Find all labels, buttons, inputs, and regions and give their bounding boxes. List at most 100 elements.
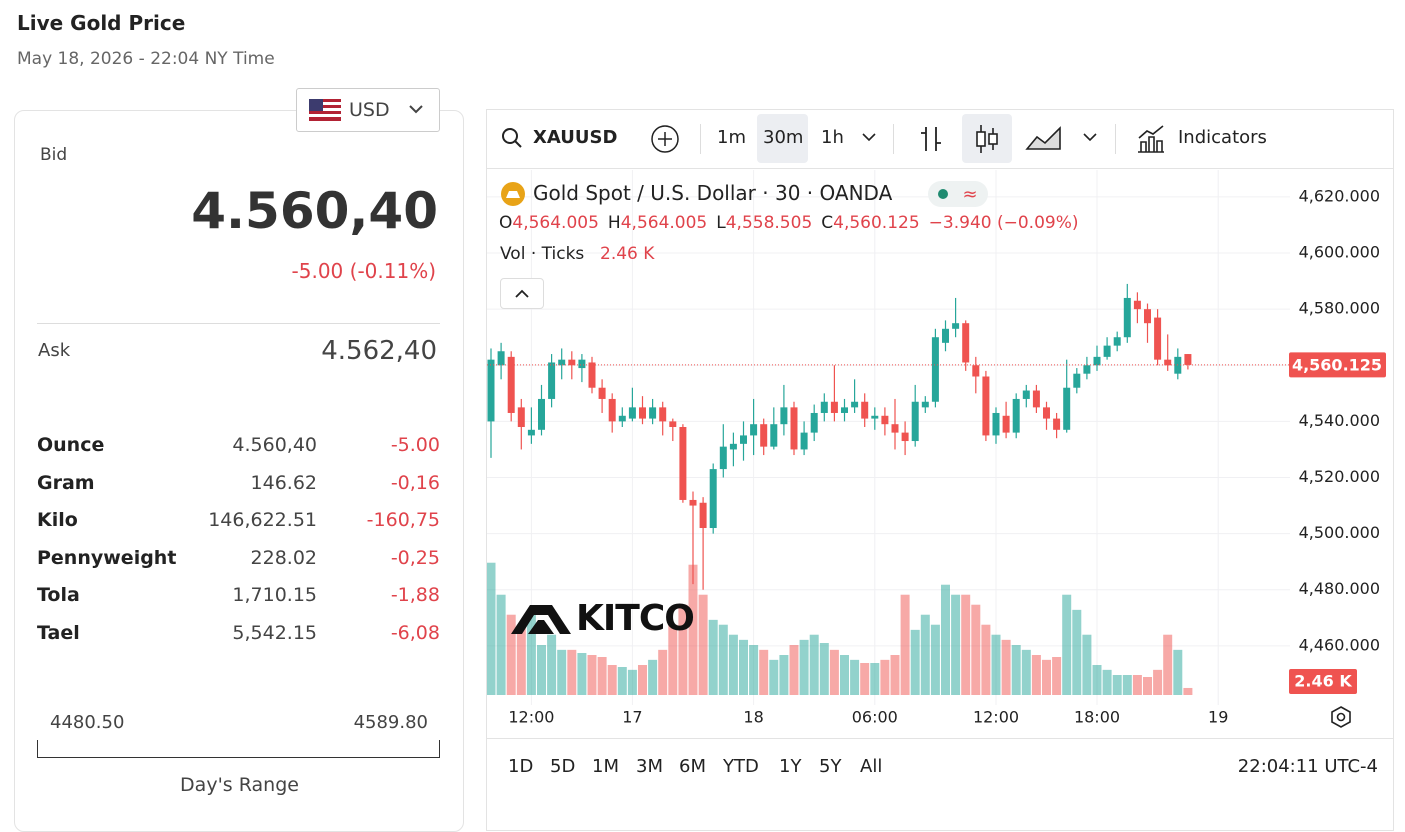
- volume-bar: [698, 594, 708, 695]
- chart-type-active-bg[interactable]: [962, 114, 1012, 163]
- candle-body: [568, 359, 576, 366]
- chart: 4,620.0004,600.0004,580.0004,560.0004,54…: [487, 170, 1386, 727]
- candle-body: [992, 412, 1000, 436]
- candle-body: [830, 401, 838, 413]
- range-button[interactable]: All: [860, 756, 883, 777]
- range-button[interactable]: YTD: [723, 756, 759, 777]
- plot: 4,620.0004,600.0004,580.0004,560.0004,54…: [487, 170, 1386, 727]
- page-title: Live Gold Price: [17, 11, 186, 35]
- bid-label: Bid: [40, 145, 68, 165]
- indicators-icon[interactable]: [1136, 124, 1166, 154]
- candle-body: [1184, 354, 1192, 365]
- status-mark: ≈: [962, 184, 977, 205]
- volume-bar: [749, 645, 759, 695]
- y-tick-label: 4,620.000: [1299, 186, 1380, 205]
- candle-body: [1164, 359, 1172, 366]
- volume-bar: [678, 604, 688, 695]
- candle-body: [649, 407, 657, 419]
- unit-name: Pennyweight: [37, 546, 177, 569]
- candle-body: [598, 387, 606, 399]
- volume-bar: [1132, 675, 1142, 695]
- candle-body: [921, 401, 929, 408]
- candle-body: [669, 421, 677, 428]
- currency-select[interactable]: USD: [296, 88, 440, 132]
- range-button[interactable]: 3M: [636, 756, 663, 777]
- chevron[interactable]: [862, 133, 876, 143]
- volume-bar: [648, 659, 658, 695]
- range-button[interactable]: 5D: [550, 756, 576, 777]
- volume-bar: [819, 643, 829, 695]
- candle-body: [931, 337, 939, 402]
- range-button[interactable]: 5Y: [819, 756, 842, 777]
- currency-label: USD: [349, 99, 390, 121]
- page: Live Gold Price May 18, 2026 - 22:04 NY …: [14, 11, 1394, 832]
- unit-price: 146.62: [250, 471, 317, 494]
- bars-icon[interactable]: [918, 125, 944, 153]
- candle-body: [1154, 317, 1162, 360]
- range-bracket: [37, 740, 440, 758]
- x-tick-label: 17: [622, 708, 642, 727]
- range-button[interactable]: 6M: [679, 756, 706, 777]
- interval-button[interactable]: 1m: [717, 127, 746, 148]
- candle-body: [507, 356, 515, 413]
- interval-button[interactable]: 30m: [763, 127, 804, 148]
- status-pill: ≈: [928, 181, 988, 207]
- candles-icon: [976, 125, 998, 153]
- candle-body: [780, 407, 788, 425]
- volume-bar: [789, 645, 799, 695]
- candle-body: [608, 398, 616, 422]
- compare-button[interactable]: [650, 124, 680, 154]
- chevron: [409, 105, 423, 114]
- candle-body: [750, 424, 758, 436]
- bid-change: -5.00 (-0.11%): [291, 259, 436, 283]
- range-button[interactable]: 1M: [592, 756, 619, 777]
- volume-bar: [850, 659, 860, 695]
- ohlc-key: H: [607, 213, 621, 233]
- interval-button[interactable]: 1h: [821, 127, 844, 148]
- range-button[interactable]: 1Y: [779, 756, 802, 777]
- volume-bar: [557, 649, 567, 695]
- search-icon[interactable]: [500, 126, 526, 152]
- candle-body: [1093, 356, 1101, 366]
- y-tick-label: 4,500.000: [1299, 523, 1380, 542]
- volume-bar: [920, 614, 930, 695]
- candle-body: [1043, 407, 1050, 419]
- area-icon[interactable]: [1025, 125, 1063, 151]
- candle-body: [952, 323, 960, 329]
- candle-body: [588, 362, 596, 388]
- collapse-button[interactable]: [500, 278, 544, 309]
- candle-body: [497, 351, 505, 366]
- ohlc-key: L: [716, 213, 726, 233]
- page-subtitle: May 18, 2026 - 22:04 NY Time: [17, 49, 275, 69]
- candle-body: [810, 412, 818, 433]
- indicators-button[interactable]: Indicators: [1178, 127, 1267, 148]
- kitco-logo: [511, 605, 571, 634]
- volume-bar: [991, 634, 1001, 695]
- range-button[interactable]: 1D: [508, 756, 534, 777]
- candle-body: [1012, 398, 1020, 433]
- watermark: KITCO: [576, 598, 695, 639]
- x-tick-label: 12:00: [973, 708, 1019, 727]
- ohlc-key: C: [821, 213, 834, 233]
- gold-icon: [501, 182, 525, 206]
- candle-body: [1103, 345, 1111, 357]
- last-price-box: [1289, 352, 1386, 378]
- y-tick-label: 4,580.000: [1299, 299, 1380, 318]
- candle-body: [558, 359, 566, 366]
- range-label: Day's Range: [180, 774, 299, 796]
- symbol[interactable]: XAUUSD: [533, 127, 618, 148]
- ohlc-value: 4,564.005: [620, 213, 708, 233]
- candle-body: [1083, 365, 1091, 374]
- chevron[interactable]: [1083, 133, 1097, 143]
- ask-label: Ask: [38, 340, 71, 361]
- unit-change: -6,08: [390, 622, 440, 644]
- volume-value-box: [1289, 668, 1357, 694]
- candle-body: [719, 446, 727, 470]
- unit-name: Tael: [37, 622, 80, 644]
- volume-bar: [587, 655, 597, 695]
- candle-body: [709, 469, 717, 529]
- volume-bar: [880, 659, 890, 695]
- candle-body: [487, 359, 495, 422]
- ohlc-value: 4,558.505: [725, 213, 813, 233]
- settings-icon[interactable]: [1329, 705, 1353, 729]
